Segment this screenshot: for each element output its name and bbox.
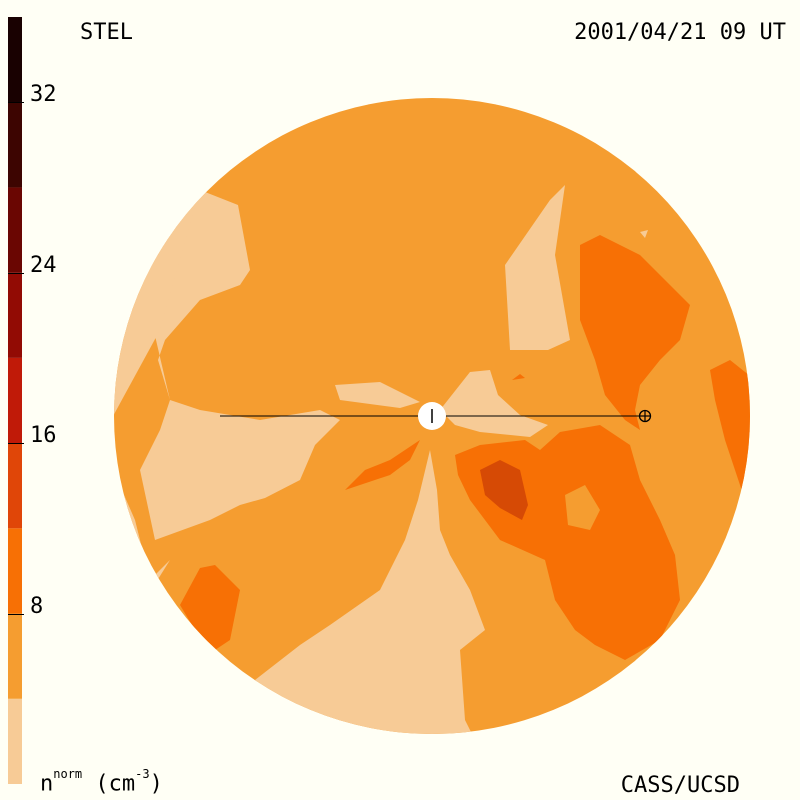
colorbar-tick — [8, 443, 24, 445]
earth-icon — [638, 409, 652, 423]
unit-tail: (cm — [82, 771, 136, 797]
colorbar-band — [8, 443, 22, 529]
colorbar-band — [8, 272, 22, 358]
colorbar-tick-label: 32 — [30, 82, 57, 108]
colorbar-band — [8, 187, 22, 273]
instrument-label: STEL — [80, 20, 133, 45]
colorbar — [8, 17, 22, 784]
colorbar-band — [8, 102, 22, 188]
colorbar-tick-label: 8 — [30, 593, 44, 619]
colorbar-band — [8, 528, 22, 614]
colorbar-tick — [8, 613, 24, 615]
credit-label: CASS/UCSD — [620, 773, 740, 798]
colorbar-tick-label: 24 — [30, 252, 57, 278]
colorbar-band — [8, 17, 22, 103]
unit-close: ) — [149, 771, 163, 797]
colorbar-tick-label: 16 — [30, 423, 57, 449]
colorbar-band — [8, 698, 22, 784]
datetime-label: 2001/04/21 09 UT — [574, 20, 786, 45]
sun-icon — [418, 402, 446, 430]
colorbar-band — [8, 613, 22, 699]
colorbar-tick — [8, 272, 24, 274]
colorbar-tick — [8, 102, 24, 104]
unit-superscript: norm — [53, 767, 83, 781]
unit-base: n — [40, 771, 54, 797]
unit-exponent: -3 — [135, 767, 150, 781]
colorbar-band — [8, 357, 22, 444]
unit-label: nnorm (cm-3) — [40, 768, 163, 797]
